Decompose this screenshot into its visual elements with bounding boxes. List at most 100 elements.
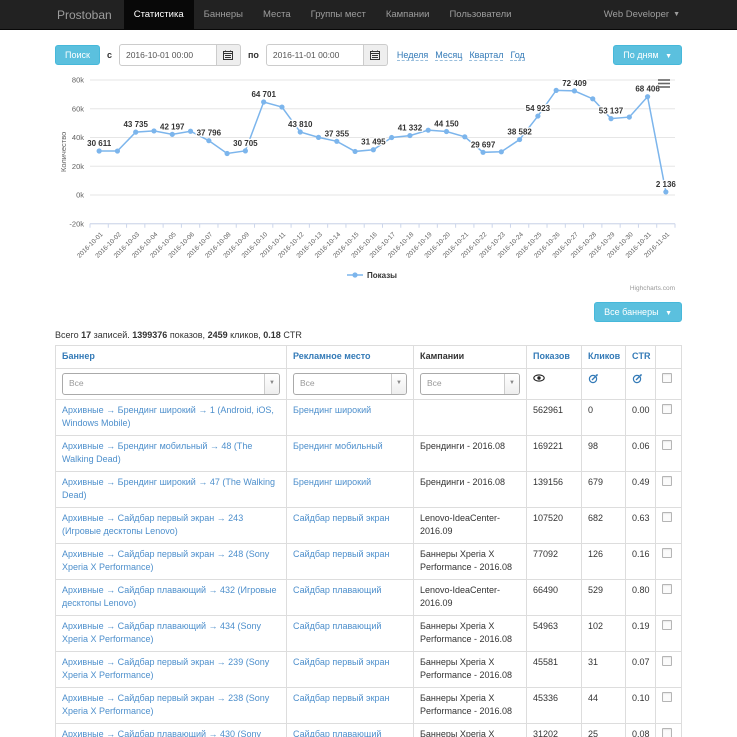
nav-item-группы мест[interactable]: Группы мест bbox=[310, 9, 366, 20]
data-label: 30 611 bbox=[87, 139, 112, 148]
place-filter-select[interactable]: Все ▼ bbox=[293, 372, 407, 395]
row-checkbox[interactable] bbox=[662, 403, 672, 414]
data-point[interactable] bbox=[297, 129, 303, 135]
place-link[interactable]: Сайдбар плавающий bbox=[293, 728, 382, 737]
banner-link[interactable]: Архивные → Сайдбар первый экран → 239 (S… bbox=[62, 656, 270, 681]
data-point[interactable] bbox=[352, 148, 358, 155]
banner-link[interactable]: Архивные → Сайдбар первый экран → 238 (S… bbox=[62, 692, 270, 717]
banner-link[interactable]: Архивные → Брендинг мобильный → 48 (The … bbox=[62, 440, 253, 465]
date-to-input[interactable] bbox=[265, 44, 364, 66]
row-checkbox[interactable] bbox=[662, 583, 672, 594]
row-checkbox[interactable] bbox=[662, 727, 672, 737]
data-point[interactable] bbox=[517, 136, 523, 143]
data-point[interactable] bbox=[663, 189, 669, 195]
nav-item-баннеры[interactable]: Баннеры bbox=[203, 9, 244, 20]
data-point[interactable] bbox=[608, 116, 614, 122]
data-point[interactable] bbox=[224, 150, 230, 157]
data-point[interactable] bbox=[590, 96, 596, 102]
user-menu[interactable]: Web Developer ▼ bbox=[602, 0, 682, 29]
banner-link[interactable]: Архивные → Сайдбар плавающий → 432 (Игро… bbox=[62, 584, 277, 609]
data-point[interactable] bbox=[279, 104, 285, 110]
campaign-filter-select[interactable]: Все ▼ bbox=[420, 372, 520, 395]
col-header-ctr[interactable]: CTR bbox=[625, 345, 656, 369]
period-link[interactable]: Квартал bbox=[469, 49, 504, 61]
data-point[interactable] bbox=[187, 128, 194, 134]
data-point[interactable] bbox=[96, 148, 102, 154]
y-axis-tick: 60k bbox=[72, 104, 84, 113]
data-point[interactable] bbox=[498, 149, 504, 155]
period-link[interactable]: Месяц bbox=[435, 49, 463, 61]
data-point[interactable] bbox=[644, 94, 651, 100]
nav-item-статистика[interactable]: Статистика bbox=[123, 0, 194, 29]
data-point[interactable] bbox=[206, 138, 212, 144]
place-link[interactable]: Сайдбар первый экран bbox=[293, 548, 390, 559]
data-point[interactable] bbox=[242, 148, 248, 154]
data-point[interactable] bbox=[389, 134, 395, 141]
chart-export-menu-icon[interactable] bbox=[658, 79, 670, 88]
period-link[interactable]: Неделя bbox=[396, 49, 429, 61]
data-point[interactable] bbox=[133, 129, 139, 135]
table-filter-row: Все ▼ Все ▼ Все ▼ bbox=[55, 367, 682, 400]
data-point[interactable] bbox=[535, 113, 541, 119]
calendar-icon[interactable] bbox=[363, 44, 388, 66]
data-point[interactable] bbox=[169, 131, 175, 137]
nav-item-кампании[interactable]: Кампании bbox=[385, 9, 430, 20]
brand-logo[interactable]: Prostoban bbox=[57, 7, 112, 22]
row-checkbox[interactable] bbox=[662, 547, 672, 558]
banner-link[interactable]: Архивные → Брендинг широкий → 47 (The Wa… bbox=[62, 476, 276, 501]
place-link[interactable]: Сайдбар плавающий bbox=[293, 584, 382, 595]
campaign-name: Баннеры Xperia X Performance - 2016.08 bbox=[420, 692, 513, 717]
banner-link[interactable]: Архивные → Сайдбар первый экран → 248 (S… bbox=[62, 548, 270, 573]
data-point[interactable] bbox=[407, 132, 413, 139]
col-header-clicks[interactable]: Кликов bbox=[581, 345, 626, 369]
data-point[interactable] bbox=[370, 147, 376, 153]
data-point[interactable] bbox=[626, 114, 632, 120]
col-header-place[interactable]: Рекламное место bbox=[286, 345, 414, 369]
data-point[interactable] bbox=[425, 127, 431, 133]
data-point[interactable] bbox=[571, 88, 578, 94]
row-checkbox[interactable] bbox=[662, 475, 672, 486]
data-point[interactable] bbox=[261, 99, 267, 105]
all-banners-button[interactable]: Все баннеры ▼ bbox=[594, 302, 682, 322]
banner-filter-select[interactable]: Все ▼ bbox=[62, 372, 280, 395]
legend-item-shows[interactable]: Показы bbox=[347, 271, 397, 280]
row-checkbox[interactable] bbox=[662, 619, 672, 630]
place-link[interactable]: Сайдбар плавающий bbox=[293, 620, 382, 631]
row-checkbox[interactable] bbox=[662, 655, 672, 666]
banner-link[interactable]: Архивные → Сайдбар плавающий → 434 (Sony… bbox=[62, 620, 262, 645]
nav-item-места[interactable]: Места bbox=[263, 9, 291, 20]
col-header-banner[interactable]: Баннер bbox=[55, 345, 287, 369]
data-point[interactable] bbox=[553, 87, 559, 93]
row-checkbox[interactable] bbox=[662, 511, 672, 522]
place-link[interactable]: Сайдбар первый экран bbox=[293, 692, 390, 703]
banner-link[interactable]: Архивные → Сайдбар плавающий → 430 (Sony… bbox=[62, 728, 262, 737]
date-from-input[interactable] bbox=[118, 44, 217, 66]
table-row: Архивные → Сайдбар первый экран → 248 (S… bbox=[55, 542, 682, 580]
place-link[interactable]: Брендинг мобильный bbox=[293, 440, 383, 451]
select-all-checkbox[interactable] bbox=[662, 372, 672, 383]
data-point[interactable] bbox=[315, 134, 322, 140]
col-header-shows[interactable]: Показов bbox=[526, 345, 582, 369]
place-link[interactable]: Брендинг широкий bbox=[293, 476, 372, 487]
search-button[interactable]: Поиск bbox=[55, 45, 100, 65]
data-point[interactable] bbox=[480, 149, 486, 155]
period-link[interactable]: Год bbox=[510, 49, 525, 61]
data-point[interactable] bbox=[462, 134, 468, 140]
data-label: 37 355 bbox=[325, 129, 350, 138]
row-checkbox[interactable] bbox=[662, 691, 672, 702]
data-point[interactable] bbox=[151, 128, 157, 134]
data-point[interactable] bbox=[443, 128, 450, 135]
group-by-button[interactable]: По дням ▼ bbox=[613, 45, 682, 65]
nav-item-пользователи[interactable]: Пользователи bbox=[449, 9, 512, 20]
data-point[interactable] bbox=[114, 148, 121, 154]
banner-link[interactable]: Архивные → Брендинг широкий → 1 (Android… bbox=[62, 404, 274, 429]
calendar-icon[interactable] bbox=[216, 44, 241, 66]
place-link[interactable]: Сайдбар первый экран bbox=[293, 656, 390, 667]
data-point[interactable] bbox=[334, 138, 340, 144]
row-checkbox[interactable] bbox=[662, 439, 672, 450]
place-link[interactable]: Сайдбар первый экран bbox=[293, 512, 390, 523]
chart-credits[interactable]: Highcharts.com bbox=[630, 285, 675, 292]
totals-summary: Всего 17 записей. 1399376 показов, 2459 … bbox=[55, 330, 302, 340]
banner-link[interactable]: Архивные → Сайдбар первый экран → 243 (И… bbox=[62, 512, 244, 537]
place-link[interactable]: Брендинг широкий bbox=[293, 404, 372, 415]
